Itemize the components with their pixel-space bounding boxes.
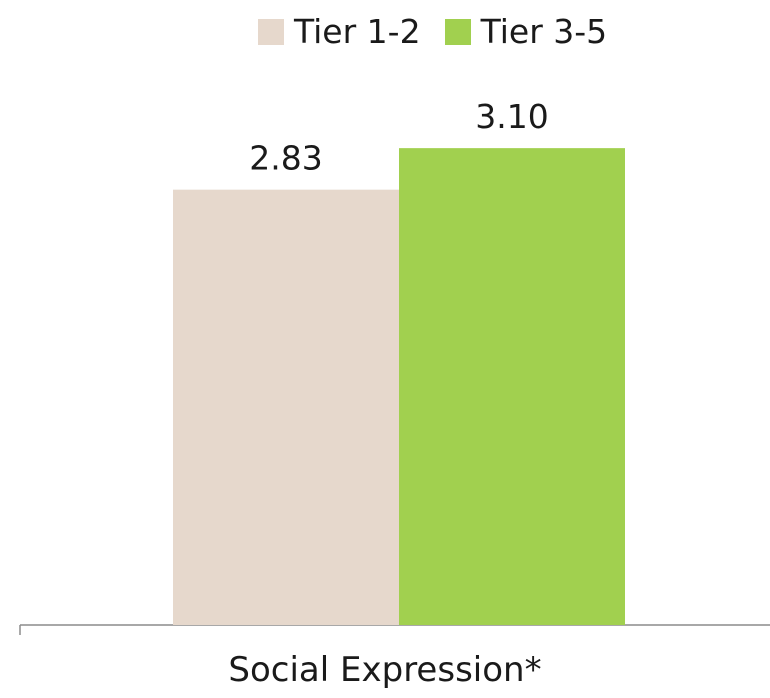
legend: Tier 1-2 Tier 3-5: [258, 12, 631, 51]
legend-item-tier-3-5: Tier 3-5: [444, 12, 608, 51]
legend-swatch-tier-1-2: [258, 18, 284, 45]
bar-tier-1-2: [173, 189, 399, 625]
legend-item-tier-1-2: Tier 1-2: [258, 12, 421, 51]
category-label: Social Expression*: [228, 650, 542, 690]
data-label-tier-1-2: 2.83: [249, 139, 322, 178]
bar-tier-3-5: [399, 148, 625, 625]
legend-label-tier-1-2: Tier 1-2: [294, 12, 421, 51]
legend-swatch-tier-3-5: [444, 18, 471, 45]
data-label-tier-3-5: 3.10: [475, 97, 548, 136]
legend-label-tier-3-5: Tier 3-5: [480, 12, 608, 51]
